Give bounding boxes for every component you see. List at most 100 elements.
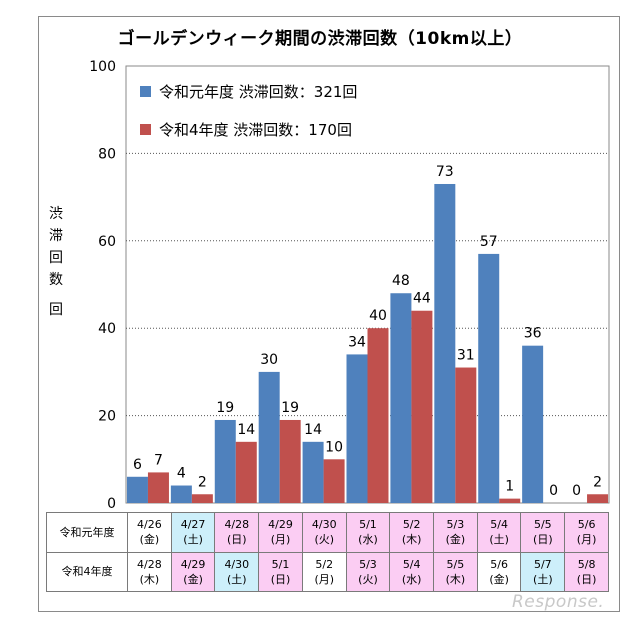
date-cell: 5/2 (月) [301, 551, 347, 592]
legend-label-2022: 令和4年度 渋滞回数：170回 [159, 120, 352, 139]
weekday-text: (金) [445, 533, 466, 547]
legend-swatch-2019 [140, 85, 151, 97]
bar-r4 [587, 494, 609, 503]
y-axis-label-char: 数 [49, 272, 63, 288]
date-text: 5/4 [490, 518, 508, 532]
date-text: 4/30 [311, 518, 337, 532]
weekday-text: (金) [139, 533, 160, 547]
bar-r1 [390, 293, 412, 503]
data-label: 40 [369, 308, 387, 324]
date-table: 令和元年度 4/26 (金) 4/27 (土) 4/28 (日) 4/29 (月) 4/30 (火)… [46, 512, 609, 592]
weekday-text: (月) [270, 533, 291, 547]
date-cell: 5/8 (日) [564, 551, 609, 592]
data-label: 0 [549, 483, 558, 499]
y-axis-label: 渋 滞 回 数 回 [46, 203, 66, 321]
weekday-text: (火) [314, 533, 335, 547]
date-cell: 5/4 (水) [389, 551, 435, 592]
bar-r1 [478, 253, 500, 503]
bar-r1 [434, 183, 456, 504]
data-label: 44 [413, 291, 431, 307]
data-label: 30 [260, 352, 278, 368]
weekday-text: (土) [533, 572, 553, 586]
y-axis-label-char: 渋 [49, 206, 63, 222]
row-header: 令和元年度 [46, 512, 128, 553]
weekday-text: (日) [533, 533, 553, 547]
bar-r1 [126, 476, 148, 503]
date-text: 5/1 [359, 518, 377, 532]
date-cell: 5/3 (金) [433, 512, 478, 553]
chart-title: ゴールデンウィーク期間の渋滞回数（10km以上） [117, 29, 523, 49]
date-text: 5/6 [490, 557, 508, 571]
date-cell: 5/5 (日) [520, 512, 566, 553]
date-text: 5/2 [402, 518, 421, 532]
bar-r1 [346, 354, 368, 503]
date-cell: 5/1 (水) [345, 512, 391, 553]
bar-r1 [258, 371, 280, 503]
legend: 令和元年度 渋滞回数：321回 令和4年度 渋滞回数：170回 [140, 72, 357, 148]
bar-r4 [235, 441, 257, 503]
weekday-text: (木) [445, 572, 466, 586]
date-text: 5/5 [446, 557, 465, 571]
bar-r4 [411, 310, 433, 503]
data-label: 19 [281, 400, 299, 416]
date-text: 5/3 [359, 557, 377, 571]
weekday-text: (火) [358, 572, 378, 586]
date-cell: 4/28 (日) [214, 512, 260, 553]
bar-r1 [302, 441, 324, 503]
bar-r4 [191, 494, 213, 503]
data-label: 4 [177, 466, 186, 482]
bar-r1 [170, 485, 192, 503]
bar-r4 [323, 459, 345, 503]
date-cell: 4/27 (土) [170, 512, 216, 553]
data-label: 10 [325, 439, 343, 455]
data-label: 14 [237, 422, 255, 438]
date-cell: 5/2 (木) [389, 512, 435, 553]
date-text: 5/8 [577, 557, 596, 571]
table-row: 令和元年度 4/26 (金) 4/27 (土) 4/28 (日) 4/29 (月) 4/30 (火)… [46, 512, 609, 553]
weekday-text: (日) [227, 533, 247, 547]
data-label: 36 [524, 326, 542, 342]
weekday-text: (水) [358, 533, 378, 547]
date-cell: 4/26 (金) [127, 512, 172, 553]
data-label: 0 [572, 483, 581, 499]
y-axis-label-char: 滞 [49, 228, 63, 244]
data-label: 48 [392, 273, 410, 289]
y-axis-label-char: 回 [49, 250, 63, 266]
date-cell: 5/5 (木) [433, 551, 478, 592]
data-label: 1 [505, 479, 514, 495]
bar-r1 [522, 345, 544, 503]
data-label: 73 [436, 164, 454, 180]
date-cell: 5/4 (土) [476, 512, 522, 553]
weekday-text: (月) [576, 533, 597, 547]
weekday-text: (土) [183, 533, 203, 547]
bar-r1 [214, 419, 236, 503]
data-label: 19 [216, 400, 234, 416]
date-text: 5/3 [446, 518, 465, 532]
weekday-text: (日) [270, 572, 291, 586]
legend-label-2019: 令和元年度 渋滞回数：321回 [159, 82, 358, 101]
response-watermark: Response. [512, 592, 605, 612]
date-text: 4/27 [180, 518, 206, 532]
date-cell: 5/7 (土) [520, 551, 566, 592]
y-tick-label: 0 [107, 496, 116, 512]
date-text: 4/26 [137, 518, 162, 532]
bar-r4 [367, 328, 389, 503]
legend-item-2019: 令和元年度 渋滞回数：321回 [140, 72, 357, 110]
date-cell: 4/30 (火) [301, 512, 347, 553]
weekday-text: (水) [401, 572, 422, 586]
data-label: 6 [133, 457, 142, 473]
data-label: 34 [348, 334, 366, 350]
data-label: 31 [457, 348, 475, 364]
date-text: 5/2 [315, 557, 334, 571]
date-text: 5/1 [271, 557, 290, 571]
date-text: 5/4 [402, 557, 421, 571]
date-text: 4/28 [137, 557, 162, 571]
weekday-text: (土) [227, 572, 247, 586]
date-cell: 5/1 (日) [258, 551, 303, 592]
weekday-text: (金) [183, 572, 203, 586]
weekday-text: (金) [489, 572, 509, 586]
weekday-text: (日) [576, 572, 597, 586]
bar-r4 [147, 472, 169, 503]
y-tick-label: 20 [98, 409, 116, 425]
